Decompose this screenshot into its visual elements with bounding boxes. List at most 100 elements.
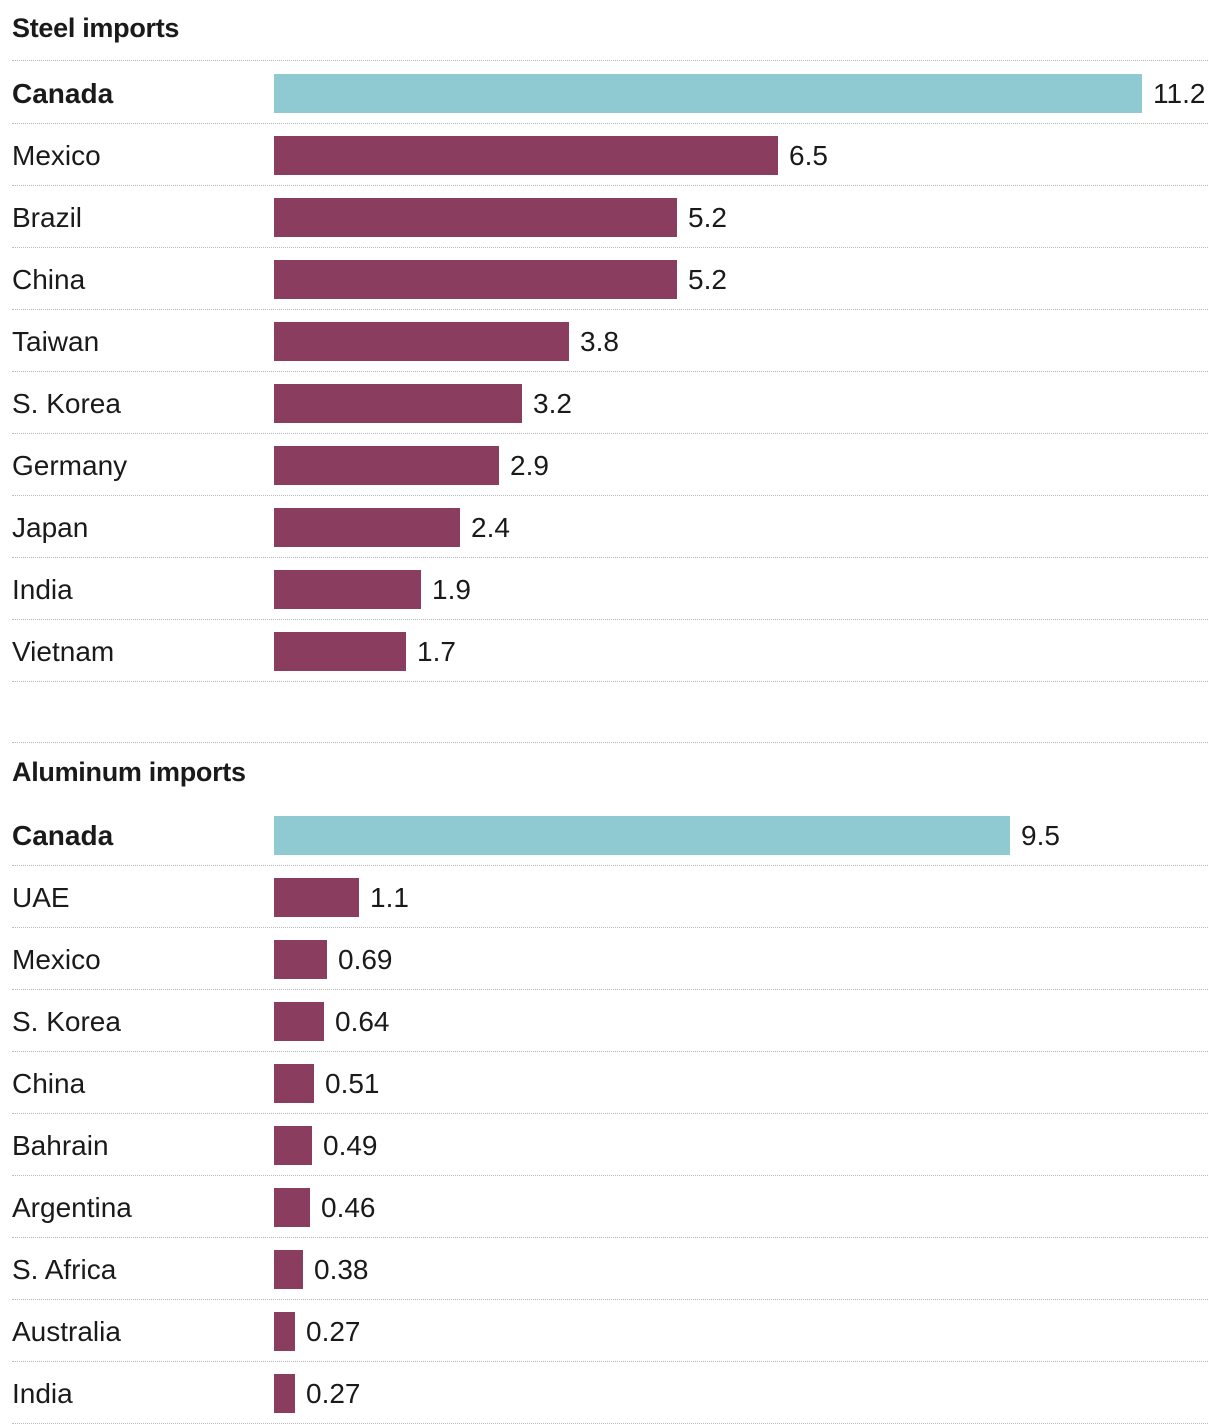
steel-category-label: Mexico	[12, 140, 101, 171]
aluminum-bar-row: Canada 9.5	[0, 804, 1220, 866]
steel-category-label: China	[12, 264, 86, 295]
aluminum-bar	[274, 1250, 303, 1289]
steel-value-label: 2.4	[471, 512, 510, 543]
steel-category-label: Brazil	[12, 202, 83, 233]
aluminum-bar-row: UAE 1.1	[0, 866, 1220, 928]
aluminum-value-label: 0.38	[314, 1254, 369, 1285]
steel-bar	[274, 446, 499, 485]
steel-bar-row: Vietnam 1.7	[0, 620, 1220, 682]
steel-category-label: Germany	[12, 450, 128, 481]
aluminum-category-label: Argentina	[12, 1192, 132, 1223]
steel-row-divider	[12, 619, 1208, 620]
steel-value-label: 6.5	[789, 140, 828, 171]
steel-bar-row: Canada 11.2	[0, 62, 1220, 124]
steel-value-label: 3.8	[580, 326, 619, 357]
steel-imports-chart: Steel imports Canada 11.2 Mexico 6.5 Brazil 5…	[0, 0, 1220, 700]
aluminum-row-divider	[12, 1361, 1208, 1362]
steel-value-label: 1.9	[432, 574, 471, 605]
steel-bar-row: Taiwan 3.8	[0, 310, 1220, 372]
steel-chart-title: Steel imports	[12, 13, 180, 43]
steel-row-divider	[12, 309, 1208, 310]
steel-bar	[274, 198, 677, 237]
steel-row-divider	[12, 681, 1208, 682]
steel-category-label: S. Korea	[12, 388, 121, 419]
aluminum-value-label: 0.27	[306, 1316, 361, 1347]
aluminum-imports-chart: Aluminum imports Canada 9.5 UAE 1.1 Mexico 0.…	[0, 742, 1220, 1424]
aluminum-bar	[274, 1312, 295, 1351]
aluminum-category-label: S. Korea	[12, 1006, 121, 1037]
steel-row-divider	[12, 557, 1208, 558]
steel-bar	[274, 74, 1142, 113]
aluminum-row-divider	[12, 1237, 1208, 1238]
steel-category-label: Taiwan	[12, 326, 100, 357]
steel-bar-row: India 1.9	[0, 558, 1220, 620]
aluminum-top-divider	[12, 742, 1208, 743]
aluminum-category-label: Australia	[12, 1316, 121, 1347]
aluminum-category-label: Bahrain	[12, 1130, 109, 1161]
aluminum-value-label: 0.27	[306, 1378, 361, 1409]
steel-top-divider	[12, 60, 1208, 61]
steel-row-divider	[12, 185, 1208, 186]
aluminum-value-label: 0.49	[323, 1130, 378, 1161]
aluminum-bar-row: China 0.51	[0, 1052, 1220, 1114]
aluminum-bar-row: S. Korea 0.64	[0, 990, 1220, 1052]
aluminum-bar	[274, 816, 1010, 855]
aluminum-bar-row: Argentina 0.46	[0, 1176, 1220, 1238]
aluminum-row-divider	[12, 865, 1208, 866]
aluminum-category-label: UAE	[12, 882, 70, 913]
steel-category-label: Japan	[12, 512, 89, 543]
steel-bar	[274, 632, 406, 671]
steel-value-label: 5.2	[688, 202, 727, 233]
steel-category-label: Canada	[12, 78, 114, 109]
steel-row-divider	[12, 247, 1208, 248]
aluminum-value-label: 1.1	[370, 882, 409, 913]
aluminum-bar	[274, 1002, 324, 1041]
aluminum-row-divider	[12, 1051, 1208, 1052]
steel-value-label: 3.2	[533, 388, 572, 419]
steel-bar	[274, 136, 778, 175]
aluminum-category-label: Mexico	[12, 944, 101, 975]
steel-bar	[274, 384, 522, 423]
steel-bar	[274, 570, 421, 609]
aluminum-bar	[274, 1126, 312, 1165]
aluminum-bar-row: S. Africa 0.38	[0, 1238, 1220, 1300]
steel-value-label: 2.9	[510, 450, 549, 481]
aluminum-value-label: 0.64	[335, 1006, 390, 1037]
aluminum-bar	[274, 1064, 314, 1103]
steel-category-label: Vietnam	[12, 636, 115, 667]
steel-value-label: 5.2	[688, 264, 727, 295]
steel-row-divider	[12, 495, 1208, 496]
steel-bar	[274, 508, 460, 547]
aluminum-row-divider	[12, 1113, 1208, 1114]
steel-bar-row: Germany 2.9	[0, 434, 1220, 496]
aluminum-bar	[274, 940, 327, 979]
aluminum-value-label: 0.46	[321, 1192, 376, 1223]
aluminum-value-label: 9.5	[1021, 820, 1060, 851]
aluminum-bar-row: Australia 0.27	[0, 1300, 1220, 1362]
aluminum-category-label: Canada	[12, 820, 114, 851]
aluminum-row-divider	[12, 927, 1208, 928]
aluminum-bar-row: Bahrain 0.49	[0, 1114, 1220, 1176]
aluminum-bar-row: Mexico 0.69	[0, 928, 1220, 990]
aluminum-category-label: India	[12, 1378, 73, 1409]
aluminum-bar	[274, 878, 359, 917]
aluminum-chart-title: Aluminum imports	[12, 757, 246, 787]
steel-value-label: 1.7	[417, 636, 456, 667]
steel-category-label: India	[12, 574, 73, 605]
steel-bar-row: Mexico 6.5	[0, 124, 1220, 186]
steel-row-divider	[12, 371, 1208, 372]
steel-bar-row: Brazil 5.2	[0, 186, 1220, 248]
aluminum-row-divider	[12, 1299, 1208, 1300]
steel-bar-row: Japan 2.4	[0, 496, 1220, 558]
aluminum-row-divider	[12, 1175, 1208, 1176]
aluminum-category-label: S. Africa	[12, 1254, 117, 1285]
aluminum-bar	[274, 1188, 310, 1227]
steel-bar-row: China 5.2	[0, 248, 1220, 310]
aluminum-row-divider	[12, 989, 1208, 990]
aluminum-bar-row: India 0.27	[0, 1362, 1220, 1424]
aluminum-value-label: 0.51	[325, 1068, 380, 1099]
steel-row-divider	[12, 433, 1208, 434]
steel-bar	[274, 322, 569, 361]
aluminum-bar	[274, 1374, 295, 1413]
steel-bar	[274, 260, 677, 299]
